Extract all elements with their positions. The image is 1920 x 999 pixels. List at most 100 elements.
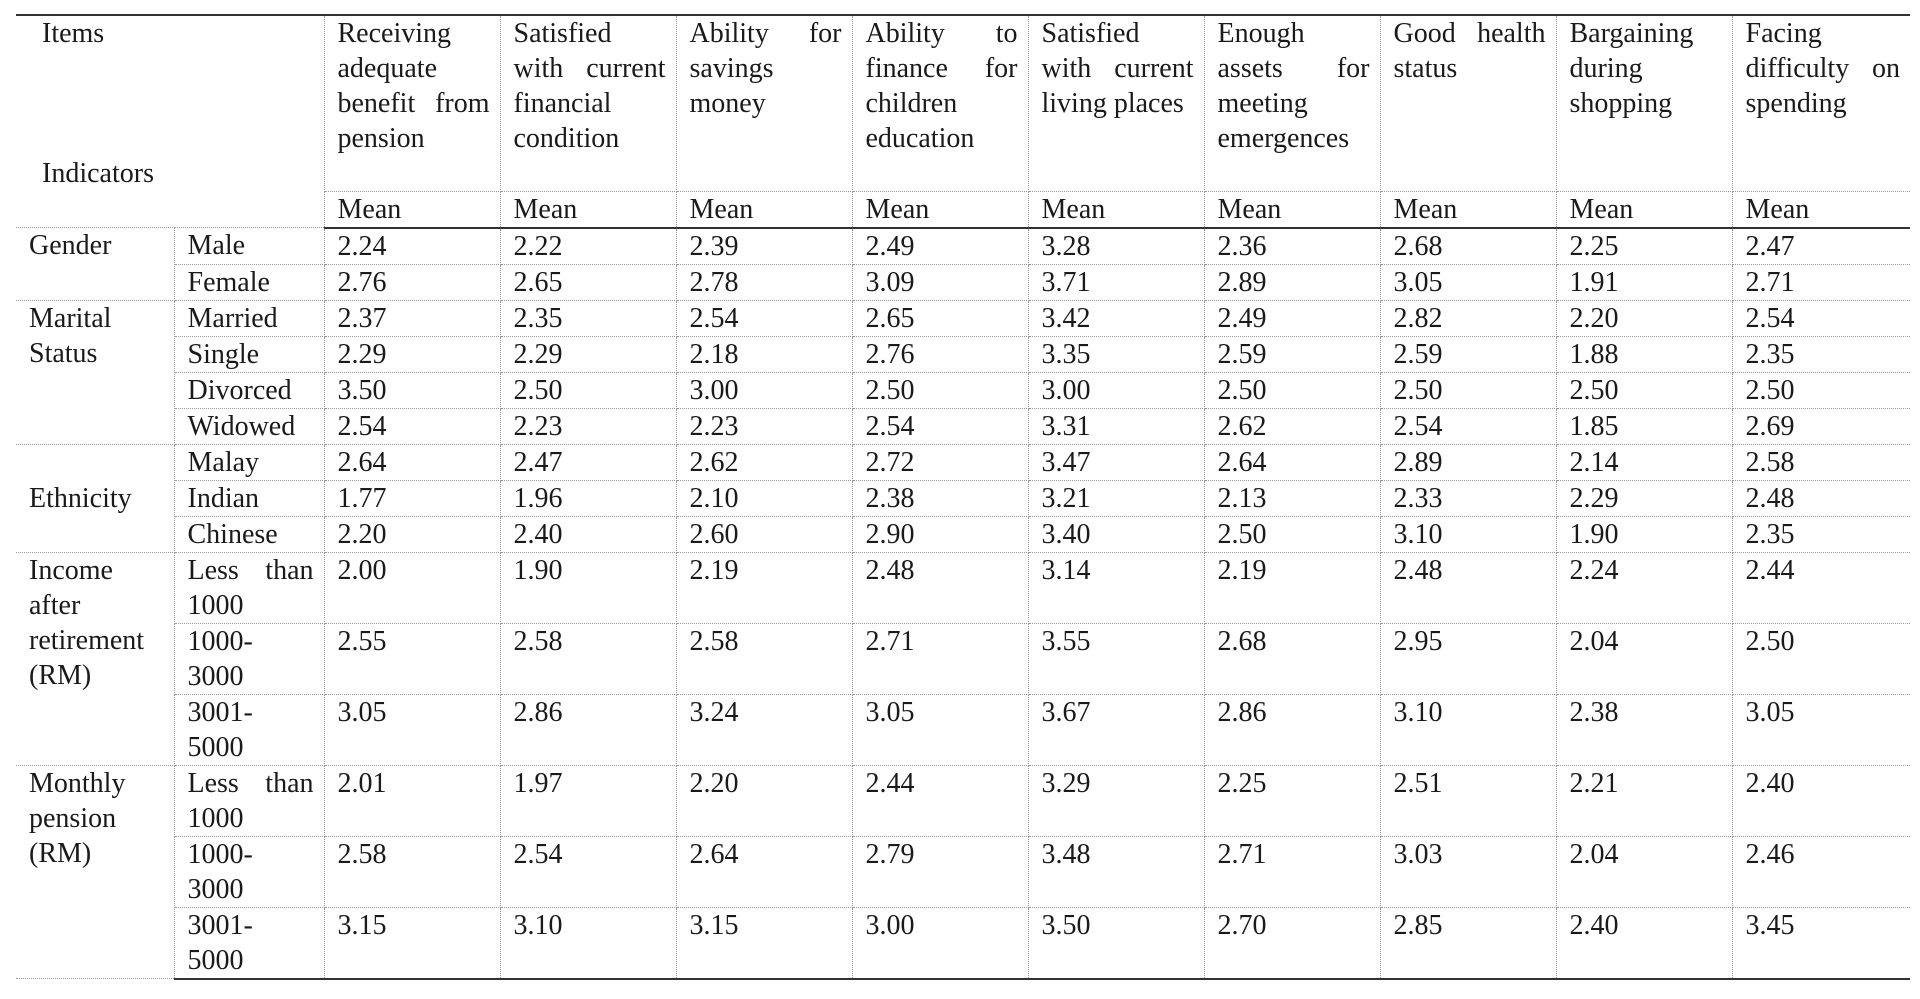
mean-value-cell: 3.21 [1027, 479, 1205, 517]
column-header: Good health status [1379, 14, 1557, 192]
column-header: Facing difficulty on spending [1731, 14, 1910, 192]
mean-value-cell: 2.36 [1203, 227, 1381, 265]
row-label: 3001- 5000 [173, 906, 325, 980]
mean-value-cell: 2.64 [1203, 443, 1381, 481]
mean-value-cell: 2.38 [1555, 693, 1733, 766]
row-label: Single [173, 335, 325, 373]
mean-value-cell: 3.05 [1379, 263, 1557, 301]
mean-value-cell: 3.10 [1379, 515, 1557, 553]
mean-value-cell: 2.25 [1555, 227, 1733, 265]
mean-value-cell: 2.24 [1555, 551, 1733, 624]
mean-scores-table: Items Indicators Receiving adequate bene… [16, 14, 1910, 980]
mean-value-cell: 2.51 [1379, 764, 1557, 837]
mean-value-cell: 3.31 [1027, 407, 1205, 445]
mean-value-cell: 2.47 [1731, 227, 1910, 265]
mean-value-cell: 3.15 [323, 906, 501, 980]
mean-value-cell: 2.50 [1203, 515, 1381, 553]
mean-value-cell: 2.20 [675, 764, 853, 837]
mean-value-cell: 3.24 [675, 693, 853, 766]
row-label: 1000- 3000 [173, 835, 325, 908]
column-header: Satisfied with current living places [1027, 14, 1205, 192]
mean-value-cell: 2.25 [1203, 764, 1381, 837]
mean-subheader: Mean [323, 190, 501, 229]
mean-value-cell: 3.48 [1027, 835, 1205, 908]
mean-value-cell: 2.21 [1555, 764, 1733, 837]
items-label: Items [42, 18, 105, 49]
row-label: Less than 1000 [173, 551, 325, 624]
table-row: Monthly pension (RM) Less than 1000 2.01 1.… [16, 764, 1910, 979]
mean-value-cell: 2.40 [499, 515, 677, 553]
mean-value-cell: 3.55 [1027, 622, 1205, 695]
mean-value-cell: 2.20 [1555, 299, 1733, 337]
mean-value-cell: 2.01 [323, 764, 501, 837]
table-row: Ethnicity Malay 2.64 2.47 2.62 2.72 3.47 2.64 2.… [16, 443, 1910, 553]
row-label: Chinese [173, 515, 325, 553]
mean-value-cell: 2.85 [1379, 906, 1557, 980]
mean-value-cell: 2.86 [499, 693, 677, 766]
mean-value-cell: 2.76 [323, 263, 501, 301]
mean-value-cell: 2.00 [323, 551, 501, 624]
mean-value-cell: 3.29 [1027, 764, 1205, 837]
mean-value-cell: 2.71 [1203, 835, 1381, 908]
mean-value-cell: 1.90 [1555, 515, 1733, 553]
mean-value-cell: 2.55 [323, 622, 501, 695]
row-label: Male [173, 227, 325, 265]
mean-value-cell: 2.40 [1731, 764, 1910, 837]
mean-value-cell: 1.97 [499, 764, 677, 837]
mean-subheader: Mean [1731, 190, 1910, 229]
table-row: 3001- 5000 3.15 3.10 3.15 3.00 3.50 2.70 2.85 2.… [16, 906, 1910, 980]
column-header: Satisfied with current financial conditi… [499, 14, 677, 192]
mean-value-cell: 2.10 [675, 479, 853, 517]
mean-value-cell: 2.59 [1379, 335, 1557, 373]
mean-value-cell: 3.00 [851, 906, 1029, 980]
row-label: Malay [173, 443, 325, 481]
mean-value-cell: 3.05 [323, 693, 501, 766]
mean-value-cell: 2.19 [675, 551, 853, 624]
mean-value-cell: 2.65 [499, 263, 677, 301]
mean-value-cell: 2.71 [1731, 263, 1910, 301]
mean-value-cell: 3.67 [1027, 693, 1205, 766]
mean-value-cell: 3.03 [1379, 835, 1557, 908]
mean-value-cell: 2.44 [1731, 551, 1910, 624]
mean-value-cell: 2.50 [1379, 371, 1557, 409]
mean-value-cell: 2.29 [1555, 479, 1733, 517]
indicators-label: Indicators [42, 158, 154, 189]
mean-value-cell: 3.45 [1731, 906, 1910, 980]
mean-value-cell: 3.09 [851, 263, 1029, 301]
column-header: Ability to finance for children educatio… [851, 14, 1029, 192]
mean-subheader: Mean [1203, 190, 1381, 229]
mean-subheader: Mean [1379, 190, 1557, 229]
mean-value-cell: 2.62 [1203, 407, 1381, 445]
mean-value-cell: 2.79 [851, 835, 1029, 908]
mean-value-cell: 2.50 [1203, 371, 1381, 409]
mean-value-cell: 2.46 [1731, 835, 1910, 908]
mean-value-cell: 2.69 [1731, 407, 1910, 445]
mean-subheader: Mean [1555, 190, 1733, 229]
mean-value-cell: 2.29 [323, 335, 501, 373]
column-header: Enough assets for meeting emergences [1203, 14, 1381, 192]
mean-value-cell: 2.59 [1203, 335, 1381, 373]
mean-subheader-row: Mean Mean Mean Mean Mean Mean Mean Mean … [16, 190, 1910, 229]
mean-value-cell: 3.71 [1027, 263, 1205, 301]
mean-value-cell: 2.54 [675, 299, 853, 337]
mean-value-cell: 2.78 [675, 263, 853, 301]
mean-value-cell: 2.82 [1379, 299, 1557, 337]
mean-value-cell: 2.68 [1379, 227, 1557, 265]
mean-value-cell: 3.15 [675, 906, 853, 980]
mean-value-cell: 2.50 [1555, 371, 1733, 409]
mean-value-cell: 2.23 [675, 407, 853, 445]
mean-value-cell: 3.10 [1379, 693, 1557, 766]
mean-value-cell: 2.22 [499, 227, 677, 265]
mean-value-cell: 2.35 [499, 299, 677, 337]
mean-value-cell: 2.70 [1203, 906, 1381, 980]
mean-value-cell: 2.19 [1203, 551, 1381, 624]
mean-value-cell: 1.88 [1555, 335, 1733, 373]
mean-value-cell: 2.47 [499, 443, 677, 481]
table-row: Income after retirement (RM) Less than 10… [16, 551, 1910, 766]
mean-value-cell: 2.90 [851, 515, 1029, 553]
row-label: Divorced [173, 371, 325, 409]
group-label: Income after retirement (RM) [16, 551, 175, 766]
row-label: Indian [173, 479, 325, 517]
mean-value-cell: 2.29 [499, 335, 677, 373]
row-label: Married [173, 299, 325, 337]
